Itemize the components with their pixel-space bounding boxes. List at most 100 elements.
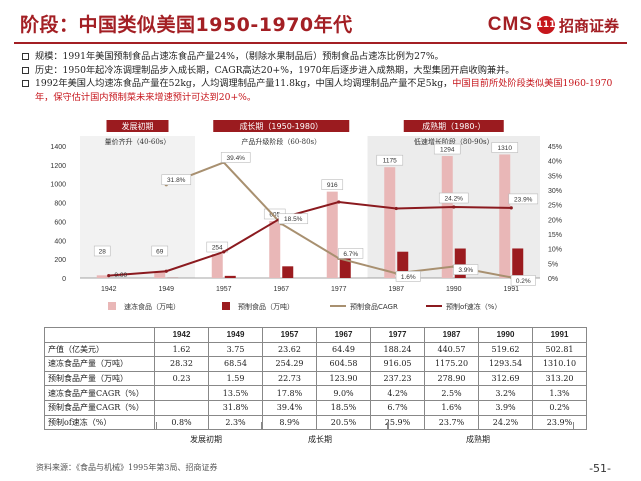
table-header-cell: 1957 [262,327,317,343]
table-row-label: 速冻食品产量（万吨） [44,356,155,372]
bar-value-label: 1294 [440,147,455,154]
bullet-text: 1992年美国人均速冻食品产量在52kg，人均调理制品产量11.8kg，中国人均… [35,78,613,103]
table-cell: 313.20 [532,370,587,387]
legend-label: 预制of速冻（%） [446,302,501,311]
legend-label: 预制食品（万吨） [238,302,294,311]
phase-header-box [403,120,504,132]
cagr-label-box [161,174,192,186]
table-cell: 123.90 [316,370,371,387]
left-axis-tick-label: 800 [54,201,66,208]
title-divider [14,42,627,44]
legend-swatch [108,302,116,310]
table-cell: 9.0% [316,385,371,401]
table-cell: 31.8% [208,399,263,416]
table-header-cell: 1991 [532,327,587,343]
table-cell: 254.29 [262,356,317,372]
table-cell: 4.2% [370,385,425,401]
logo-badge-icon: 111 [537,16,555,34]
table-cell: 39.4% [262,399,317,416]
table-cell: 3.75 [208,341,263,358]
table-cell: 278.90 [424,370,479,387]
table-cell: 18.5% [316,399,371,416]
phase-footer-early: 发展初期 [190,435,222,444]
logo-text: CMS [487,14,533,35]
table-row: 速冻食品产量（万吨） 28.32 68.54 254.29 604.58 916.05 11… [44,356,587,372]
bullet-item: 历史：1950年起冷冻调理制品步入成长期，CAGR高达20+%，1970年后逐步… [22,64,622,78]
table-cell: 1.59 [208,370,263,387]
cms-logo: CMS 111 招商证券 [488,14,619,36]
legend-label: 速冻食品（万吨） [124,302,180,311]
table-cell: 2.5% [424,385,479,401]
cagr-label-box [338,248,364,259]
table-cell: 1.6% [424,399,479,416]
phase-header-label: 成长期（1950-1980） [239,121,323,131]
cagr-label-box [453,264,479,275]
table-cell: 6.7% [370,399,425,416]
phase-footer-growth: 成长期 [308,435,332,444]
share-line-point [509,206,513,210]
bullet-item: 规模：1991年美国预制食品占速冻食品产量24%，（剔除水果制品后）预制食品占速… [22,50,622,64]
bar-value-label-box [93,245,111,257]
left-axis-tick-label: 0 [62,276,66,283]
x-axis-tick-label: 1949 [158,286,174,293]
right-axis-tick-label: 35% [548,173,562,180]
bullet-square-icon [22,80,29,87]
cagr-start-label: 0.00 [114,272,127,279]
source-note: 资料来源：《食品与机械》1995年第3局、招商证券 [36,463,218,472]
table-cell: 237.23 [370,370,425,387]
table-row-label: 速冻食品产量CAGR（%） [44,385,155,401]
bar-value-label-box [321,179,344,190]
bar-frozen-food [499,154,511,278]
bar-prepared-food [282,266,294,278]
legend-swatch [222,302,230,310]
legend-label: 预制食品CAGR [350,302,398,311]
cagr-label-box [395,271,421,282]
bar-frozen-food [441,156,453,278]
left-axis-tick-label: 400 [54,238,66,245]
bar-frozen-food [384,167,396,278]
table-row: 预制食品产量（万吨） 0.23 1.59 22.73 123.90 237.23 278.9… [44,370,587,387]
bar-value-label-box [206,241,229,253]
share-label: 23.9% [514,196,533,203]
data-table: 1942 1949 1957 1967 1977 1987 1990 1991 … [44,327,587,431]
table-cell [154,385,209,401]
table-cell [154,399,209,416]
x-axis-tick-label: 1942 [101,286,117,293]
right-axis-tick-label: 10% [548,247,562,254]
bar-value-label-box [376,154,404,166]
table-cell: 22.73 [262,370,317,387]
table-cell: 64.49 [316,341,371,358]
table-cell: 28.32 [154,356,209,372]
x-axis-tick-label: 1967 [273,286,289,293]
right-axis-tick-label: 40% [548,159,562,166]
table-header-cell [44,327,155,343]
table-cell: 604.58 [316,356,371,372]
right-axis-tick-label: 45% [548,144,562,151]
share-line-point [222,250,226,254]
phase-header-label: 发展初期 [122,121,154,131]
phase-subtitle: 产品升级阶段（60-80s） [241,137,321,146]
phase-bracket-growth [262,422,388,430]
bar-frozen-food [96,275,108,278]
table-cell: 312.69 [478,370,533,387]
table-cell: 1175.20 [424,356,479,372]
left-axis-tick-label: 200 [54,257,66,264]
table-row-label: 预制食品产量CAGR（%） [44,399,155,416]
left-axis-tick-label: 600 [54,219,66,226]
page-title: 阶段：中国类似美国1950-1970年代 [20,14,353,36]
share-line-point [337,200,341,204]
bar-frozen-food [326,191,338,278]
phase-header-box [213,120,350,132]
table-cell: 916.05 [370,356,425,372]
bullet-item: 1992年美国人均速冻食品产量在52kg，人均调理制品产量11.8kg，中国人均… [22,77,622,104]
logo-company-name: 招商证券 [558,16,619,35]
phase-footer-mature: 成熟期 [466,435,490,444]
bar-prepared-food [454,248,466,278]
bar-value-label: 69 [156,249,164,256]
cagr-label-box [278,213,309,225]
table-cell: 519.62 [478,341,533,358]
bar-value-label: 1310 [498,145,513,152]
bar-frozen-food [269,220,281,278]
table-cell: 188.24 [370,341,425,358]
table-cell: 440.57 [424,341,479,358]
